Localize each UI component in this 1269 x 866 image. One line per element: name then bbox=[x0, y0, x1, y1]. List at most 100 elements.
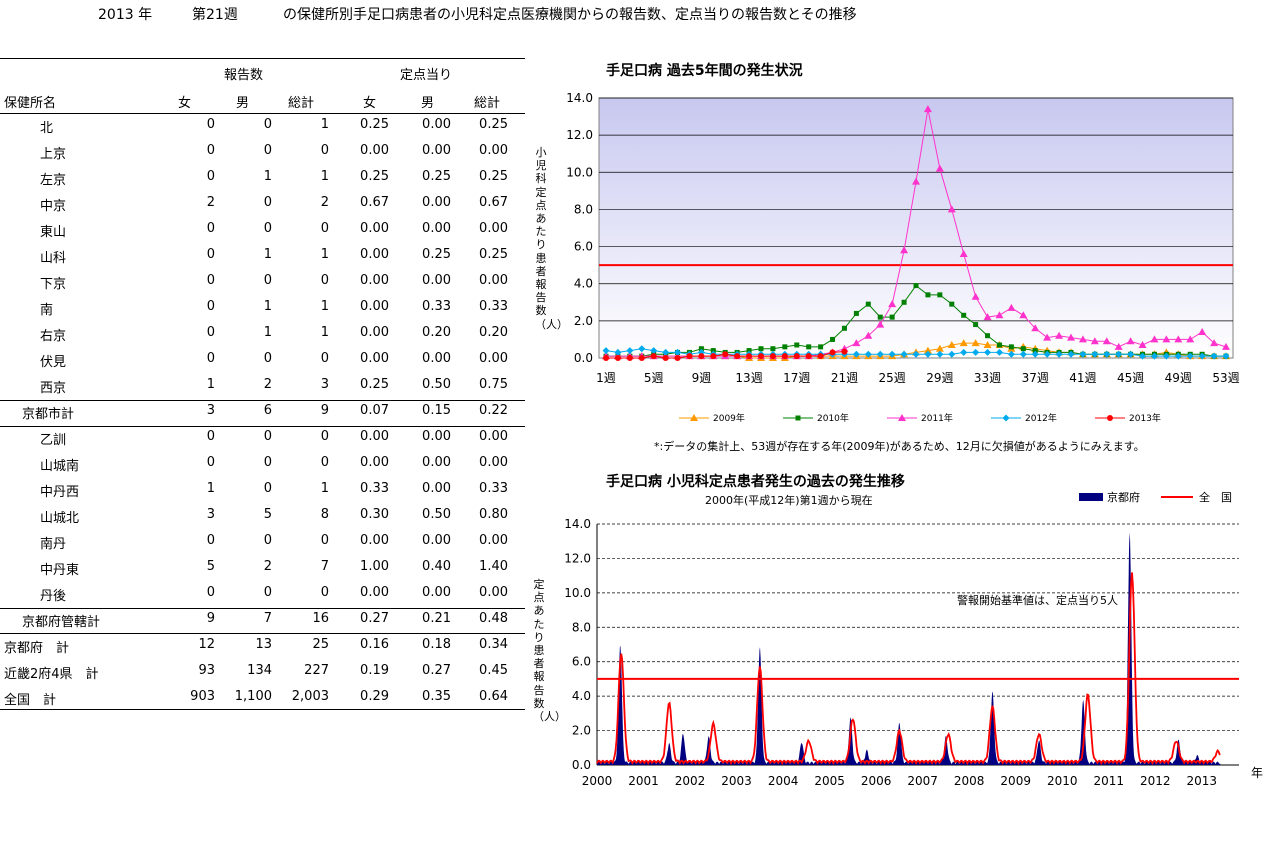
chart1-point bbox=[1102, 337, 1111, 345]
row-cell-pt: 0.80 bbox=[479, 507, 508, 522]
row-cell-pt: 0.33 bbox=[479, 299, 508, 314]
chart1-point bbox=[1114, 342, 1123, 350]
chart1-point bbox=[948, 350, 956, 358]
chart1-point bbox=[758, 346, 764, 352]
chart1-point bbox=[1126, 337, 1135, 345]
chart1-point bbox=[603, 355, 609, 361]
row-cell-t: 3 bbox=[320, 377, 329, 392]
row-cell-t: 0 bbox=[320, 221, 329, 236]
row-cell-m: 1 bbox=[263, 169, 272, 184]
row-cell-pf: 0.00 bbox=[360, 325, 389, 340]
row-name: 東山 bbox=[40, 225, 67, 240]
row-cell-pm: 0.00 bbox=[422, 273, 451, 288]
chart1-point bbox=[1008, 344, 1014, 350]
chart1-ytick-label: 4.0 bbox=[574, 277, 593, 291]
row-cell-pf: 0.00 bbox=[360, 221, 389, 236]
row-cell-pf: 0.00 bbox=[360, 299, 389, 314]
chart1-note: *:データの集計上、53週が存在する年(2009年)があるため、12月に欠損値が… bbox=[654, 439, 1145, 453]
row-cell-pf: 0.33 bbox=[360, 481, 389, 496]
chart1-point bbox=[923, 105, 932, 113]
row-name: 中丹西 bbox=[40, 485, 80, 500]
chart1-point bbox=[770, 346, 776, 352]
chart1-ytick-label: 2.0 bbox=[574, 314, 593, 328]
row-name: 乙訓 bbox=[40, 433, 67, 448]
chart1-point bbox=[1043, 333, 1052, 341]
row-cell-pf: 0.27 bbox=[360, 611, 389, 626]
chart1-point bbox=[1043, 350, 1051, 358]
row-cell-m: 0 bbox=[263, 585, 272, 600]
row-cell-t: 1 bbox=[320, 299, 329, 314]
chart1-point bbox=[614, 348, 622, 356]
header-col-name: 保健所名 bbox=[4, 96, 57, 111]
chart1-point bbox=[876, 350, 884, 358]
row-name: 下京 bbox=[40, 277, 67, 292]
row-cell-pm: 0.00 bbox=[422, 585, 451, 600]
row-cell-pt: 0.45 bbox=[479, 663, 508, 678]
chart1-ylabel: 小児科定点あたり患者報告数（人） bbox=[535, 146, 568, 331]
row-cell-t: 0 bbox=[320, 429, 329, 444]
chart1-point bbox=[1031, 324, 1040, 332]
header-col-per-female: 女 bbox=[363, 96, 377, 111]
row-cell-pf: 1.00 bbox=[360, 559, 389, 574]
row-cell-f: 903 bbox=[190, 689, 215, 704]
chart1-point bbox=[650, 353, 657, 360]
chart1-point bbox=[1078, 335, 1087, 343]
row-cell-f: 3 bbox=[206, 507, 215, 522]
chart2-ytick-label: 6.0 bbox=[572, 655, 591, 669]
chart1-point bbox=[638, 355, 645, 361]
chart2-ytick-label: 14.0 bbox=[564, 517, 591, 531]
row-name: 右京 bbox=[40, 329, 67, 344]
chart2-xunit: 年 bbox=[1251, 766, 1263, 780]
row-cell-t: 1 bbox=[320, 325, 329, 340]
row-cell-m: 13 bbox=[255, 637, 272, 652]
chart2-xtick-label: 2008 bbox=[954, 774, 985, 788]
row-cell-pm: 0.27 bbox=[422, 663, 451, 678]
chart1-title: 手足口病 過去5年間の発生状況 bbox=[606, 63, 803, 79]
chart1-point bbox=[852, 350, 860, 358]
chart1-xtick-label: 17週 bbox=[783, 371, 810, 385]
chart1-xtick-label: 29週 bbox=[926, 371, 953, 385]
row-cell-pm: 0.00 bbox=[422, 143, 451, 158]
row-cell-pt: 0.48 bbox=[479, 611, 508, 626]
row-cell-t: 1 bbox=[320, 247, 329, 262]
chart2-ytick-label: 0.0 bbox=[572, 758, 591, 772]
row-cell-t: 0 bbox=[320, 533, 329, 548]
chart1-legend-label: 2012年 bbox=[1025, 412, 1057, 424]
chart1-point bbox=[1090, 337, 1099, 345]
row-cell-pm: 0.33 bbox=[422, 299, 451, 314]
row-cell-t: 7 bbox=[320, 559, 329, 574]
chart1-point bbox=[795, 415, 801, 421]
chart1-point bbox=[1222, 352, 1230, 360]
row-cell-pm: 0.25 bbox=[422, 247, 451, 262]
row-cell-m: 0 bbox=[263, 455, 272, 470]
row-name: 山城南 bbox=[40, 459, 80, 474]
chart1-point bbox=[913, 283, 919, 289]
row-cell-m: 0 bbox=[263, 273, 272, 288]
row-cell-pt: 0.25 bbox=[479, 169, 508, 184]
row-cell-pm: 0.00 bbox=[422, 429, 451, 444]
chart1-legend-label: 2013年 bbox=[1129, 412, 1161, 424]
chart1-xtick-label: 37週 bbox=[1022, 371, 1049, 385]
row-cell-pt: 0.25 bbox=[479, 117, 508, 132]
chart1-point bbox=[1103, 350, 1111, 358]
chart1-point bbox=[793, 353, 800, 360]
row-cell-pt: 0.00 bbox=[479, 455, 508, 470]
row-cell-t: 1 bbox=[320, 481, 329, 496]
row-cell-pf: 0.00 bbox=[360, 351, 389, 366]
chart1-xtick-label: 21週 bbox=[831, 371, 858, 385]
row-cell-pt: 1.40 bbox=[479, 559, 508, 574]
row-cell-t: 1 bbox=[320, 169, 329, 184]
row-cell-pt: 0.20 bbox=[479, 325, 508, 340]
chart1-ytick-label: 0.0 bbox=[574, 351, 593, 365]
row-cell-pf: 0.16 bbox=[360, 637, 389, 652]
chart1-point bbox=[806, 344, 812, 350]
row-cell-m: 2 bbox=[263, 559, 272, 574]
chart1-point bbox=[818, 344, 824, 350]
chart1-point bbox=[900, 350, 908, 358]
chart1-point bbox=[925, 292, 931, 298]
chart1-point bbox=[1007, 303, 1016, 311]
chart1-point bbox=[1031, 350, 1039, 358]
row-cell-pm: 0.00 bbox=[422, 221, 451, 236]
row-cell-m: 6 bbox=[263, 403, 272, 418]
chart1-point bbox=[912, 350, 920, 358]
